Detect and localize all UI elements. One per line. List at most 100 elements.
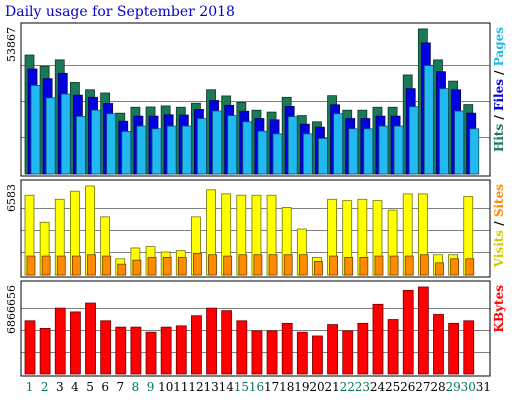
- bar-pages-day-2: [45, 97, 56, 175]
- bar-pages-day-24: [378, 125, 389, 175]
- x-tick-label-day-12: 12: [188, 380, 203, 394]
- bar-sites-day-12: [193, 252, 202, 276]
- bar-kbytes-day-1: [24, 320, 36, 375]
- bar-kbytes-day-19: [296, 331, 308, 375]
- x-tick-label-day-2: 2: [41, 380, 49, 394]
- bar-sites-day-21: [329, 255, 338, 276]
- bar-kbytes-day-17: [266, 330, 278, 375]
- bar-sites-day-20: [314, 261, 323, 276]
- x-tick-label-day-25: 25: [385, 380, 400, 394]
- bar-pages-day-27: [423, 65, 434, 175]
- bar-pages-day-8: [136, 125, 147, 175]
- bar-sites-day-29: [450, 258, 460, 276]
- bar-sites-day-6: [102, 255, 112, 276]
- series-legend: KBytes: [492, 285, 506, 333]
- x-tick-label-day-7: 7: [117, 380, 125, 394]
- bar-sites-day-28: [435, 262, 444, 276]
- bar-sites-day-3: [56, 255, 66, 276]
- bar-sites-day-17: [268, 254, 278, 276]
- bar-kbytes-day-7: [115, 326, 127, 375]
- x-tick-label-day-19: 19: [294, 380, 309, 394]
- x-tick-label-day-14: 14: [219, 380, 235, 394]
- bar-pages-day-5: [91, 109, 101, 175]
- bar-sites-day-8: [132, 259, 142, 276]
- x-tick-label-day-23: 23: [355, 380, 370, 394]
- x-axis-day-labels: 1 2 3 4 5 6 7 8 9 10 11 12 13 14 15 16 17 18 19 20 21 22 23 24 2…: [26, 380, 491, 394]
- bar-pages-day-1: [30, 85, 41, 175]
- bar-pages-day-7: [121, 131, 132, 175]
- bar-pages-day-23: [363, 128, 374, 175]
- bar-pages-day-16: [257, 130, 268, 175]
- bar-pages-day-12: [197, 118, 207, 175]
- x-tick-label-day-30: 30: [461, 380, 476, 394]
- x-tick-label-day-4: 4: [71, 380, 79, 394]
- bar-kbytes-day-5: [85, 302, 96, 375]
- bar-kbytes-day-13: [206, 307, 217, 375]
- legend-separator: /: [492, 217, 506, 230]
- legend-visits: Visits: [492, 230, 506, 269]
- bar-pages-day-13: [212, 110, 222, 175]
- x-tick-label-day-15: 15: [234, 380, 249, 394]
- x-tick-label-day-24: 24: [370, 380, 386, 394]
- x-tick-label-day-16: 16: [249, 380, 264, 394]
- bar-sites-day-26: [404, 255, 414, 276]
- bar-kbytes-day-21: [327, 324, 338, 375]
- bar-pages-day-21: [333, 113, 343, 175]
- visits-sites-panel: 6583 Visits / Sites: [5, 179, 506, 278]
- x-tick-label-day-17: 17: [264, 380, 279, 394]
- y-max-label: 53867: [5, 27, 18, 62]
- x-tick-label-day-3: 3: [56, 380, 64, 394]
- legend-sites: Sites: [492, 184, 506, 217]
- legend-separator: /: [492, 111, 506, 124]
- x-tick-label-day-22: 22: [340, 380, 355, 394]
- bar-sites-day-18: [283, 254, 293, 276]
- bar-kbytes-day-23: [357, 322, 369, 375]
- bar-pages-day-19: [302, 133, 313, 175]
- legend-hits: Hits: [492, 124, 506, 152]
- x-tick-label-day-13: 13: [203, 380, 218, 394]
- bar-pages-day-9: [151, 128, 162, 175]
- bar-kbytes-day-24: [372, 303, 384, 375]
- x-tick-label-day-29: 29: [446, 380, 461, 394]
- bar-pages-day-3: [60, 93, 71, 175]
- bar-kbytes-day-22: [342, 330, 354, 375]
- bar-kbytes-day-30: [463, 320, 475, 375]
- bar-kbytes-day-16: [251, 330, 263, 375]
- bar-sites-day-15: [238, 254, 248, 276]
- x-tick-label-day-9: 9: [147, 380, 155, 394]
- x-tick-label-day-10: 10: [158, 380, 173, 394]
- bar-sites-day-5: [87, 254, 96, 276]
- chart-title: Daily usage for September 2018: [5, 4, 235, 20]
- x-tick-label-day-18: 18: [279, 380, 294, 394]
- bar-pages-day-11: [181, 125, 192, 175]
- legend-files: Files: [492, 79, 506, 111]
- bar-pages-day-29: [454, 110, 465, 175]
- bar-pages-day-15: [242, 121, 253, 175]
- bar-pages-day-25: [393, 125, 404, 175]
- bar-sites-day-27: [419, 254, 429, 276]
- bar-pages-day-20: [318, 138, 328, 175]
- bar-sites-day-22: [344, 257, 354, 276]
- bar-sites-day-1: [26, 255, 36, 276]
- bar-pages-day-18: [287, 116, 298, 175]
- series-legend: Hits / Files / Pages: [492, 27, 506, 152]
- bar-pages-day-17: [272, 133, 283, 175]
- bar-kbytes-day-25: [387, 319, 399, 375]
- legend-separator: /: [492, 66, 506, 79]
- x-tick-label-day-21: 21: [325, 380, 340, 394]
- bar-pages-day-4: [75, 115, 86, 175]
- bar-pages-day-30: [469, 128, 480, 175]
- bar-sites-day-19: [298, 254, 308, 276]
- bar-pages-day-6: [106, 113, 117, 175]
- panel-frame: [20, 22, 491, 177]
- bar-kbytes-day-18: [281, 322, 293, 375]
- bar-kbytes-day-15: [236, 320, 248, 375]
- bar-sites-day-16: [253, 254, 263, 276]
- bar-kbytes-day-11: [175, 325, 187, 375]
- bar-sites-day-14: [223, 255, 233, 276]
- bar-sites-day-24: [374, 255, 384, 276]
- legend-pages: Pages: [492, 27, 506, 67]
- bar-kbytes-day-27: [417, 286, 429, 375]
- x-tick-label-day-8: 8: [132, 380, 140, 394]
